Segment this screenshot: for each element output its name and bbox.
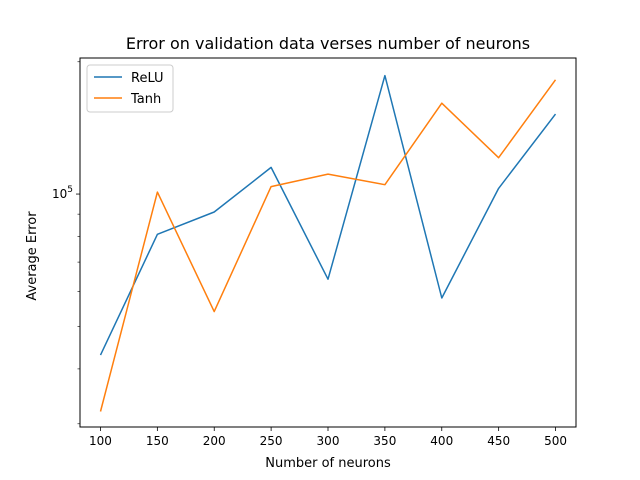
y-axis-label: Average Error bbox=[25, 211, 40, 301]
x-tick-label: 300 bbox=[317, 434, 340, 448]
chart-title: Error on validation data verses number o… bbox=[126, 34, 530, 53]
y-tick-label: 105 bbox=[52, 185, 73, 201]
legend-label-relu: ReLU bbox=[131, 71, 164, 86]
x-tick-label: 500 bbox=[544, 434, 567, 448]
series-line-tanh bbox=[99, 79, 557, 412]
legend[interactable]: ReLU Tanh bbox=[86, 64, 174, 113]
x-tick-label: 450 bbox=[487, 434, 510, 448]
x-axis-label: Number of neurons bbox=[265, 456, 391, 471]
plot-frame bbox=[79, 57, 577, 428]
x-tick-label: 150 bbox=[146, 434, 169, 448]
x-tick-label: 100 bbox=[89, 434, 112, 448]
axes: 100 150 200 250 300 350 400 450 500 105 bbox=[52, 57, 577, 448]
legend-label-tanh: Tanh bbox=[130, 92, 161, 107]
x-tick-label: 350 bbox=[373, 434, 396, 448]
x-tick-label: 200 bbox=[203, 434, 226, 448]
x-tick-label: 400 bbox=[430, 434, 453, 448]
x-tick-label: 250 bbox=[260, 434, 283, 448]
series-lines bbox=[99, 74, 557, 412]
series-line-relu bbox=[99, 74, 557, 356]
